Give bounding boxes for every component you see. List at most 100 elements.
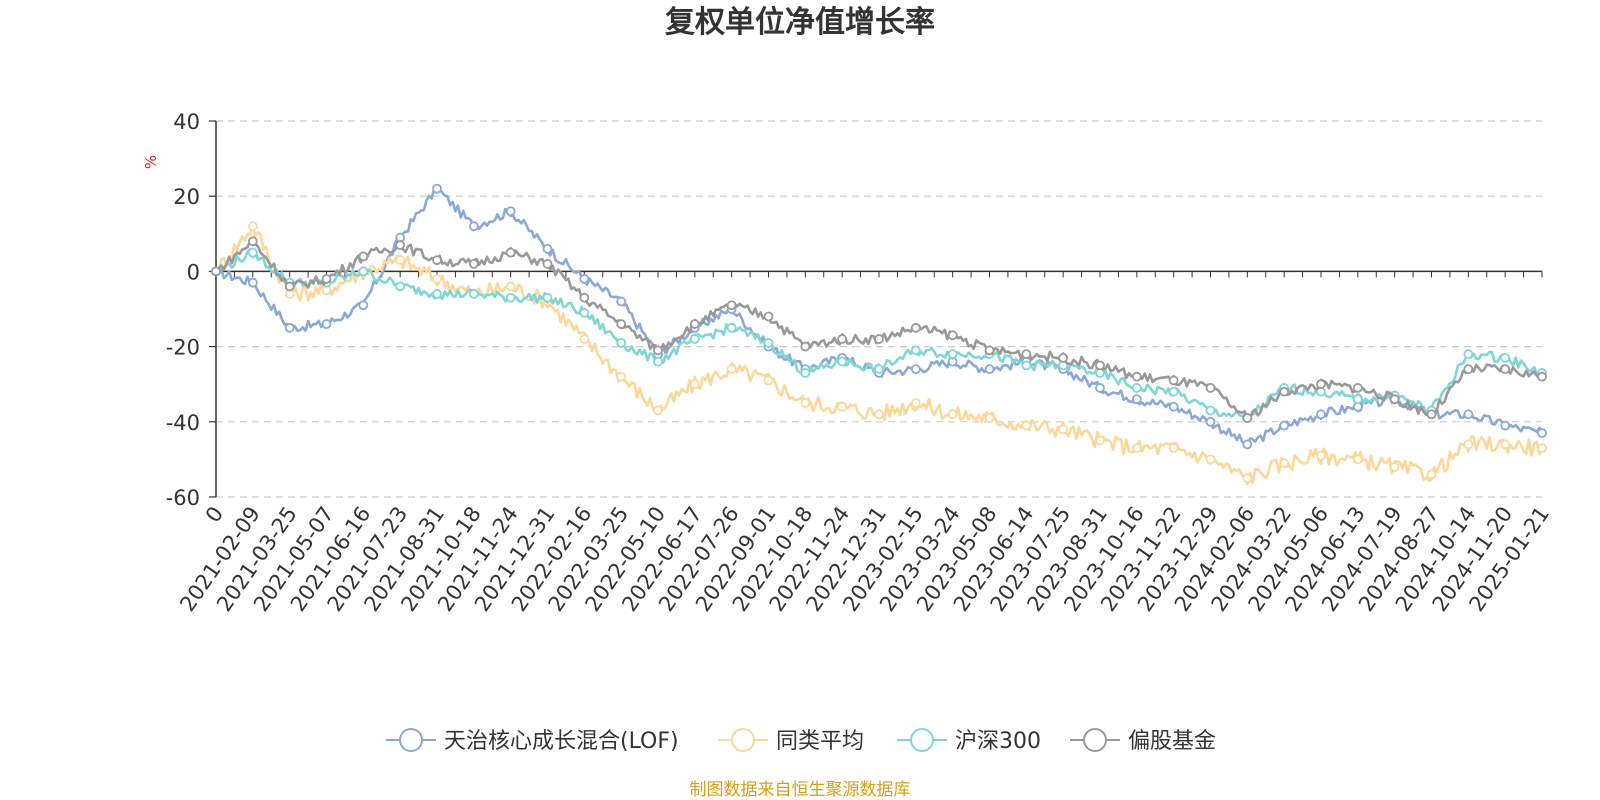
data-point — [1463, 409, 1474, 420]
series-line — [215, 186, 1544, 446]
x-tick-label: 0 — [201, 502, 228, 527]
data-point — [910, 345, 921, 356]
data-point — [689, 319, 700, 329]
data-point — [468, 289, 479, 299]
data-point — [763, 375, 774, 386]
data-point — [432, 255, 442, 266]
y-tick-label: 40 — [173, 110, 200, 134]
y-tick-label: -40 — [166, 411, 200, 435]
data-point — [984, 364, 995, 375]
data-point — [1242, 439, 1253, 450]
axes: 40200-20-40-6002021-02-092021-03-252021-… — [166, 110, 1554, 616]
data-point — [247, 277, 258, 288]
data-point — [1058, 352, 1069, 363]
data-point — [247, 221, 258, 232]
data-point — [284, 281, 295, 292]
data-point — [211, 266, 221, 277]
data-point — [1168, 386, 1179, 397]
data-point — [432, 289, 442, 299]
data-point — [395, 240, 406, 250]
legend-item[interactable]: 偏股基金 — [1070, 728, 1216, 754]
data-point — [1242, 473, 1253, 484]
data-point — [505, 206, 516, 217]
legend-label: 偏股基金 — [1128, 729, 1216, 754]
y-tick-label: 20 — [173, 185, 200, 209]
data-point — [1279, 458, 1290, 469]
data-point — [1426, 469, 1437, 480]
data-point — [579, 334, 590, 344]
series-0 — [211, 183, 1547, 450]
data-point — [432, 274, 442, 284]
grid-lines — [216, 120, 1542, 498]
data-point — [1426, 409, 1437, 420]
data-point — [1537, 443, 1547, 454]
data-point — [358, 300, 369, 311]
data-point — [1389, 462, 1400, 472]
y-tick-label: -20 — [166, 336, 200, 360]
data-point — [1316, 450, 1326, 461]
data-point — [1389, 394, 1400, 405]
data-point — [1279, 386, 1290, 397]
data-point — [1500, 352, 1511, 363]
data-point — [726, 322, 737, 333]
data-point — [1205, 454, 1216, 465]
data-point — [800, 341, 811, 352]
data-point — [432, 183, 442, 194]
data-point — [1095, 435, 1105, 446]
series-1 — [211, 221, 1547, 486]
series-3 — [211, 236, 1547, 423]
data-point — [1168, 375, 1179, 386]
data-point — [284, 322, 295, 333]
legend: 天治核心成长混合(LOF) 同类平均 沪深300 偏股基金 — [386, 728, 1216, 754]
data-point — [1168, 443, 1179, 454]
data-point — [1537, 371, 1547, 382]
data-point — [1021, 360, 1032, 371]
legend-item[interactable]: 同类平均 — [718, 728, 864, 754]
data-point — [837, 334, 848, 344]
data-point — [1500, 420, 1511, 431]
data-point — [1021, 420, 1032, 431]
data-point — [1131, 383, 1142, 393]
data-point — [1021, 349, 1032, 360]
data-point — [395, 281, 406, 292]
data-point — [1242, 413, 1253, 423]
data-point — [837, 401, 848, 412]
data-point — [579, 292, 590, 303]
data-point — [689, 379, 700, 390]
data-point — [910, 322, 921, 333]
series-lines — [211, 183, 1547, 486]
legend-swatch-marker — [1083, 728, 1107, 752]
data-point — [726, 300, 737, 311]
legend-swatch-marker — [731, 728, 755, 752]
data-point — [874, 409, 884, 420]
data-point — [579, 307, 590, 318]
legend-label: 同类平均 — [776, 729, 864, 754]
data-point — [505, 247, 516, 258]
data-point — [579, 274, 590, 284]
data-point — [800, 398, 811, 408]
legend-label: 沪深300 — [955, 729, 1041, 754]
data-point — [653, 356, 663, 367]
y-tick-label: 0 — [187, 260, 200, 284]
data-point — [321, 319, 332, 329]
data-point — [763, 311, 774, 322]
data-point — [1352, 394, 1363, 405]
data-point — [837, 356, 848, 367]
data-point — [247, 236, 258, 247]
data-point — [1205, 383, 1216, 393]
data-point — [947, 409, 958, 420]
chart-title: 复权单位净值增长率 — [665, 5, 935, 40]
source-note: 制图数据来自恒生聚源数据库 — [690, 780, 911, 800]
data-point — [1500, 439, 1511, 450]
data-point — [910, 364, 921, 375]
legend-item[interactable]: 沪深300 — [897, 728, 1041, 754]
data-point — [1352, 454, 1363, 465]
data-point — [1131, 371, 1142, 382]
data-point — [689, 334, 700, 344]
data-point — [1205, 405, 1216, 416]
data-point — [1352, 383, 1363, 393]
legend-item[interactable]: 天治核心成长混合(LOF) — [386, 728, 679, 754]
data-point — [358, 251, 369, 262]
series-line — [215, 223, 1544, 486]
